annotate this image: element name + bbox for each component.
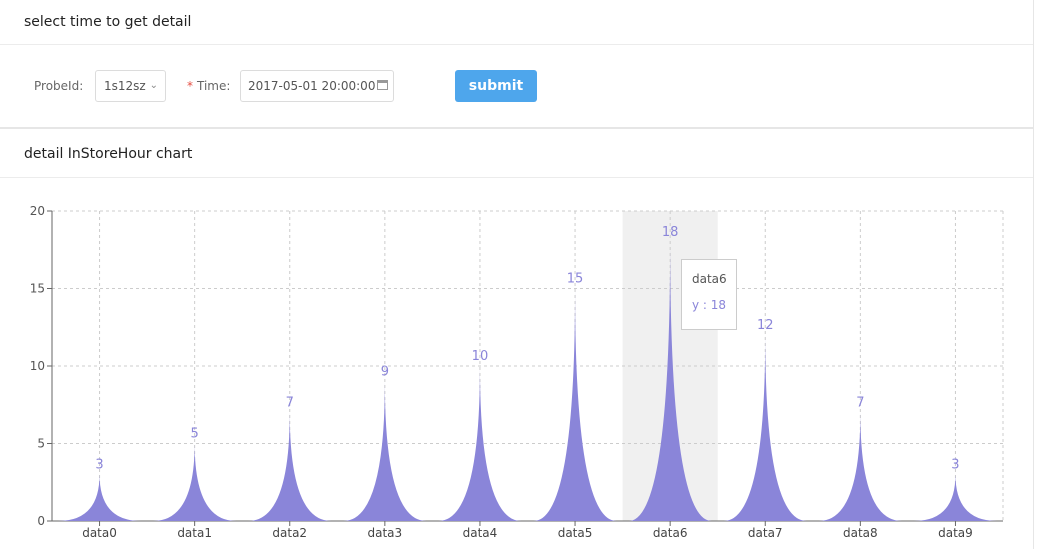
query-form: ProbeId: 1s12sz ⌄ * Time: 2017-05-01 20:0…: [0, 70, 1033, 102]
y-tick-label: 15: [30, 282, 45, 296]
x-tick-label: data1: [177, 526, 212, 540]
x-tick-label: data9: [938, 526, 973, 540]
data-label: 5: [191, 427, 199, 442]
x-tick-label: data4: [463, 526, 498, 540]
data-label: 10: [472, 349, 489, 364]
instorehour-chart[interactable]: 0 5 10 15 20 data0 data1 data2 data3 data4 data5 da…: [0, 178, 1037, 549]
x-tick-label: data6: [653, 526, 688, 540]
probe-select-value: 1s12sz: [104, 79, 146, 93]
data-label: 7: [286, 396, 294, 411]
time-label: Time:: [197, 79, 231, 93]
calendar-icon[interactable]: [377, 80, 388, 90]
x-tick-label: data8: [843, 526, 878, 540]
data-spike[interactable]: [818, 412, 902, 522]
time-picker-value: 2017-05-01 20:00:00: [248, 79, 376, 93]
data-label: 9: [381, 365, 389, 380]
time-label-wrap: * Time:: [187, 70, 230, 102]
x-tick-label: data7: [748, 526, 783, 540]
x-tick-label: data2: [272, 526, 307, 540]
probe-label: ProbeId:: [34, 79, 84, 93]
y-tick-label: 5: [37, 437, 45, 451]
data-spike[interactable]: [533, 288, 617, 522]
probe-select[interactable]: 1s12sz ⌄: [95, 70, 166, 102]
time-picker[interactable]: 2017-05-01 20:00:00: [240, 70, 394, 102]
y-tick-label: 10: [30, 359, 45, 373]
data-spike[interactable]: [343, 381, 427, 522]
form-card-title: select time to get detail: [0, 0, 1033, 45]
tooltip-value: y : 18: [692, 298, 727, 312]
form-card: select time to get detail ProbeId: 1s12s…: [0, 0, 1034, 128]
chart-card-title: detail InStoreHour chart: [0, 129, 1033, 178]
y-tick-label: 20: [30, 204, 45, 218]
chevron-down-icon: ⌄: [149, 80, 158, 91]
data-spike[interactable]: [153, 443, 237, 522]
data-spike[interactable]: [58, 474, 142, 522]
y-tick-label: 0: [37, 514, 45, 528]
x-tick-label: data0: [82, 526, 117, 540]
chart-tooltip: data6 y : 18: [681, 259, 737, 330]
data-spike[interactable]: [438, 366, 522, 521]
data-spike[interactable]: [248, 412, 332, 522]
data-label: 12: [757, 318, 774, 333]
tooltip-category: data6: [692, 272, 727, 286]
data-label: 3: [95, 458, 103, 473]
data-spike[interactable]: [913, 474, 997, 522]
data-spike[interactable]: [628, 242, 712, 521]
data-label: 7: [856, 396, 864, 411]
required-mark: *: [187, 79, 193, 93]
data-label: 15: [567, 272, 584, 287]
data-label: 18: [662, 225, 679, 240]
x-tick-label: data3: [368, 526, 403, 540]
x-tick-label: data5: [558, 526, 593, 540]
chart-card: detail InStoreHour chart: [0, 128, 1034, 549]
data-label: 3: [951, 458, 959, 473]
data-spike[interactable]: [723, 335, 807, 521]
submit-button[interactable]: submit: [455, 70, 537, 102]
